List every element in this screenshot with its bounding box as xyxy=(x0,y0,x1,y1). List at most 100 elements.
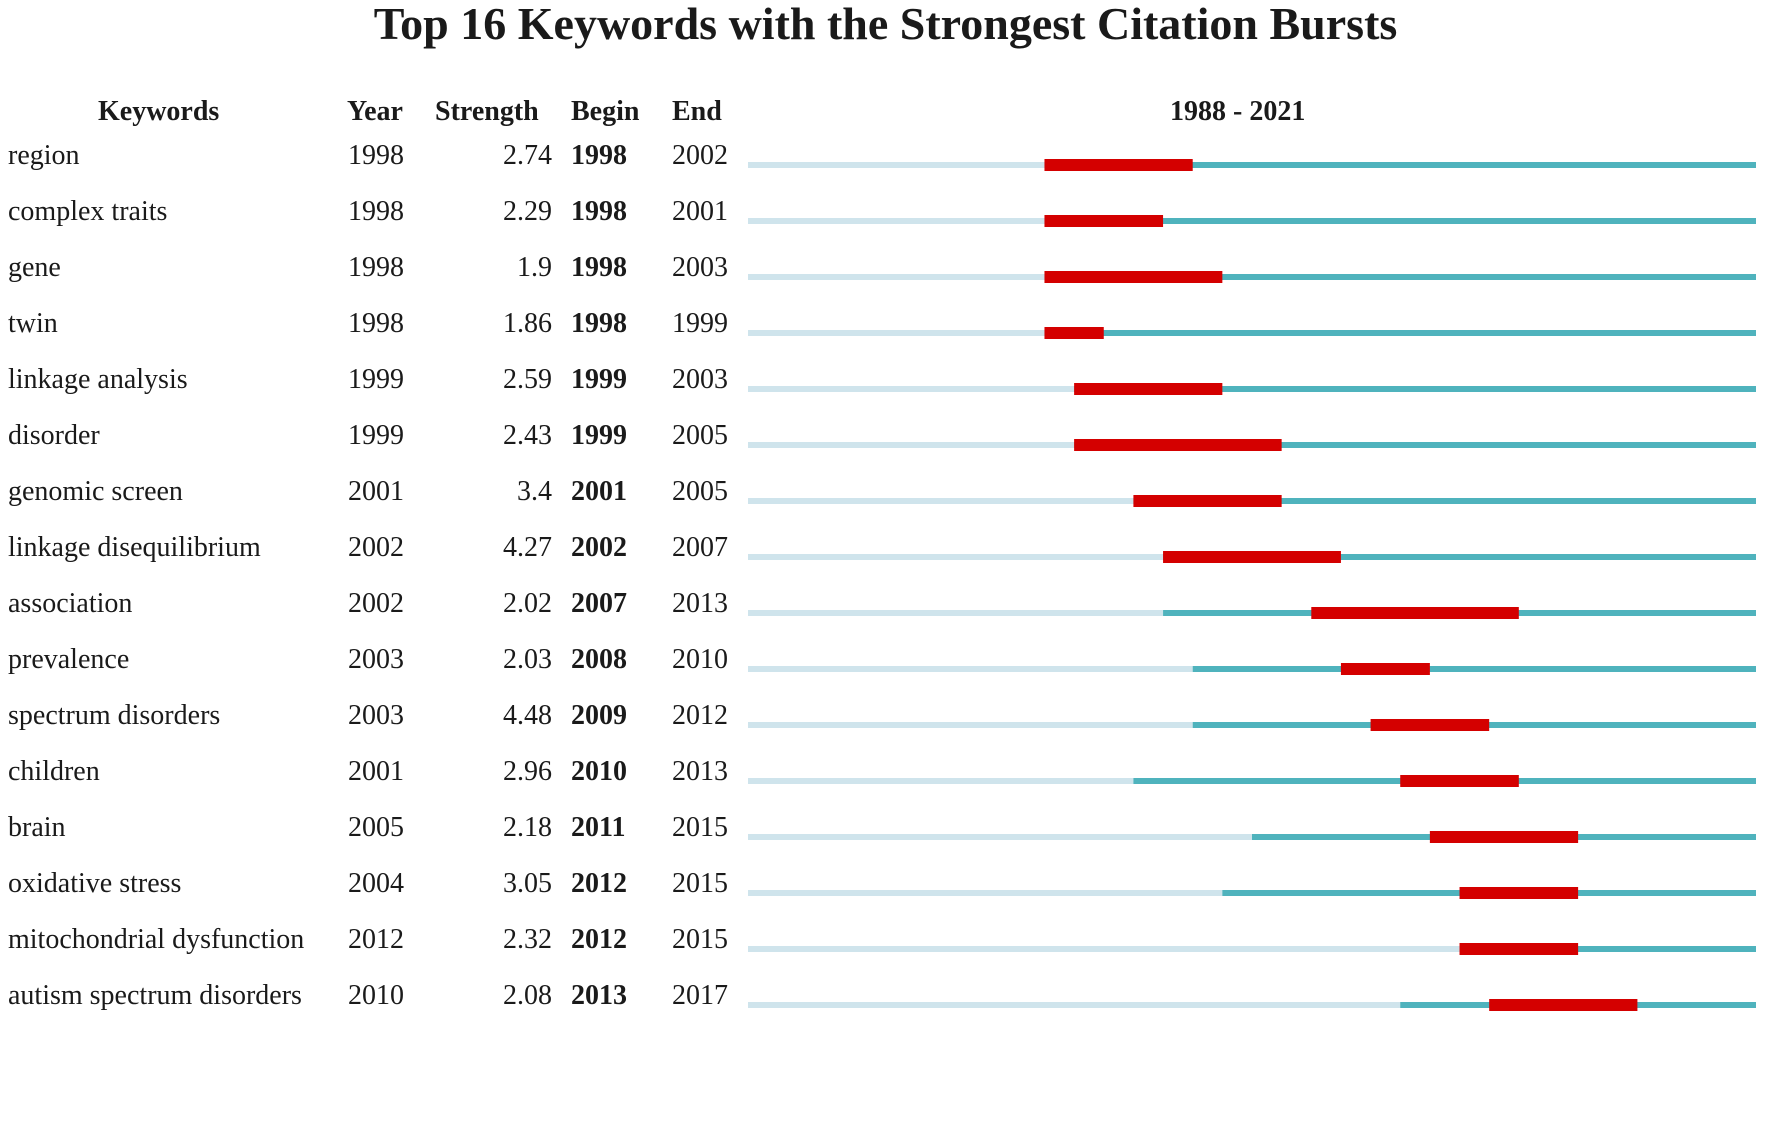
end-cell: 2003 xyxy=(672,252,728,283)
table-row: children 2001 2.96 2010 2013 xyxy=(0,752,760,792)
keyword-cell: brain xyxy=(8,812,66,843)
begin-cell: 2012 xyxy=(571,868,627,899)
year-cell: 2003 xyxy=(348,644,404,675)
strength-cell: 4.27 xyxy=(503,532,552,563)
column-header-begin: Begin xyxy=(571,96,640,127)
begin-cell: 2012 xyxy=(571,924,627,955)
table-row: mitochondrial dysfunction 2012 2.32 2012 201… xyxy=(0,920,760,960)
end-cell: 1999 xyxy=(672,308,728,339)
begin-cell: 1999 xyxy=(571,420,627,451)
strength-cell: 2.08 xyxy=(503,980,552,1011)
end-cell: 2002 xyxy=(672,140,728,171)
begin-cell: 2001 xyxy=(571,476,627,507)
year-cell: 2005 xyxy=(348,812,404,843)
keyword-table: region 1998 2.74 1998 2002 complex traits 1998… xyxy=(0,0,760,1148)
table-row: autism spectrum disorders 2010 2.08 2013 201… xyxy=(0,976,760,1016)
table-row: oxidative stress 2004 3.05 2012 2015 xyxy=(0,864,760,904)
year-cell: 1999 xyxy=(348,420,404,451)
strength-cell: 3.4 xyxy=(517,476,552,507)
strength-cell: 2.18 xyxy=(503,812,552,843)
strength-cell: 4.48 xyxy=(503,700,552,731)
column-header-end: End xyxy=(672,96,722,127)
end-cell: 2015 xyxy=(672,868,728,899)
table-row: gene 1998 1.9 1998 2003 xyxy=(0,248,760,288)
begin-cell: 1998 xyxy=(571,196,627,227)
year-cell: 2010 xyxy=(348,980,404,1011)
year-cell: 2002 xyxy=(348,588,404,619)
keyword-cell: association xyxy=(8,588,133,619)
keyword-cell: linkage disequilibrium xyxy=(8,532,261,563)
year-cell: 2004 xyxy=(348,868,404,899)
table-row: disorder 1999 2.43 1999 2005 xyxy=(0,416,760,456)
end-cell: 2012 xyxy=(672,700,728,731)
keyword-cell: disorder xyxy=(8,420,100,451)
strength-cell: 2.96 xyxy=(503,756,552,787)
table-row: twin 1998 1.86 1998 1999 xyxy=(0,304,760,344)
keyword-cell: twin xyxy=(8,308,58,339)
table-row: linkage analysis 1999 2.59 1999 2003 xyxy=(0,360,760,400)
keyword-cell: complex traits xyxy=(8,196,168,227)
begin-cell: 1998 xyxy=(571,252,627,283)
year-cell: 1999 xyxy=(348,364,404,395)
timeline-range-label: 1988 - 2021 xyxy=(1170,96,1306,127)
strength-cell: 2.43 xyxy=(503,420,552,451)
strength-cell: 1.86 xyxy=(503,308,552,339)
year-cell: 2002 xyxy=(348,532,404,563)
table-row: linkage disequilibrium 2002 4.27 2002 2007 xyxy=(0,528,760,568)
end-cell: 2005 xyxy=(672,476,728,507)
end-cell: 2010 xyxy=(672,644,728,675)
keyword-cell: oxidative stress xyxy=(8,868,182,899)
year-cell: 1998 xyxy=(348,196,404,227)
strength-cell: 2.32 xyxy=(503,924,552,955)
column-header-strength: Strength xyxy=(435,96,539,127)
year-cell: 1998 xyxy=(348,252,404,283)
begin-cell: 2013 xyxy=(571,980,627,1011)
keyword-cell: linkage analysis xyxy=(8,364,188,395)
keyword-cell: prevalence xyxy=(8,644,130,675)
keyword-cell: genomic screen xyxy=(8,476,183,507)
year-cell: 1998 xyxy=(348,308,404,339)
begin-cell: 2010 xyxy=(571,756,627,787)
end-cell: 2015 xyxy=(672,812,728,843)
end-cell: 2005 xyxy=(672,420,728,451)
strength-cell: 2.29 xyxy=(503,196,552,227)
table-row: complex traits 1998 2.29 1998 2001 xyxy=(0,192,760,232)
year-cell: 2012 xyxy=(348,924,404,955)
table-row: region 1998 2.74 1998 2002 xyxy=(0,136,760,176)
keyword-cell: spectrum disorders xyxy=(8,700,221,731)
begin-cell: 1998 xyxy=(571,140,627,171)
begin-cell: 2002 xyxy=(571,532,627,563)
strength-cell: 1.9 xyxy=(517,252,552,283)
begin-cell: 2009 xyxy=(571,700,627,731)
strength-cell: 2.74 xyxy=(503,140,552,171)
year-cell: 2003 xyxy=(348,700,404,731)
keyword-cell: children xyxy=(8,756,100,787)
strength-cell: 2.02 xyxy=(503,588,552,619)
end-cell: 2013 xyxy=(672,588,728,619)
begin-cell: 1998 xyxy=(571,308,627,339)
begin-cell: 2007 xyxy=(571,588,627,619)
strength-cell: 2.03 xyxy=(503,644,552,675)
keyword-cell: mitochondrial dysfunction xyxy=(8,924,305,955)
table-row: association 2002 2.02 2007 2013 xyxy=(0,584,760,624)
table-row: genomic screen 2001 3.4 2001 2005 xyxy=(0,472,760,512)
column-header-keywords: Keywords xyxy=(98,96,220,127)
keyword-cell: region xyxy=(8,140,80,171)
end-cell: 2017 xyxy=(672,980,728,1011)
end-cell: 2003 xyxy=(672,364,728,395)
strength-cell: 2.59 xyxy=(503,364,552,395)
year-cell: 2001 xyxy=(348,476,404,507)
year-cell: 1998 xyxy=(348,140,404,171)
end-cell: 2007 xyxy=(672,532,728,563)
column-header-year: Year xyxy=(347,96,403,127)
end-cell: 2013 xyxy=(672,756,728,787)
table-row: prevalence 2003 2.03 2008 2010 xyxy=(0,640,760,680)
begin-cell: 1999 xyxy=(571,364,627,395)
begin-cell: 2008 xyxy=(571,644,627,675)
keyword-cell: autism spectrum disorders xyxy=(8,980,302,1011)
chart-title: Top 16 Keywords with the Strongest Citat… xyxy=(373,0,1398,49)
table-row: spectrum disorders 2003 4.48 2009 2012 xyxy=(0,696,760,736)
end-cell: 2001 xyxy=(672,196,728,227)
keyword-cell: gene xyxy=(8,252,61,283)
